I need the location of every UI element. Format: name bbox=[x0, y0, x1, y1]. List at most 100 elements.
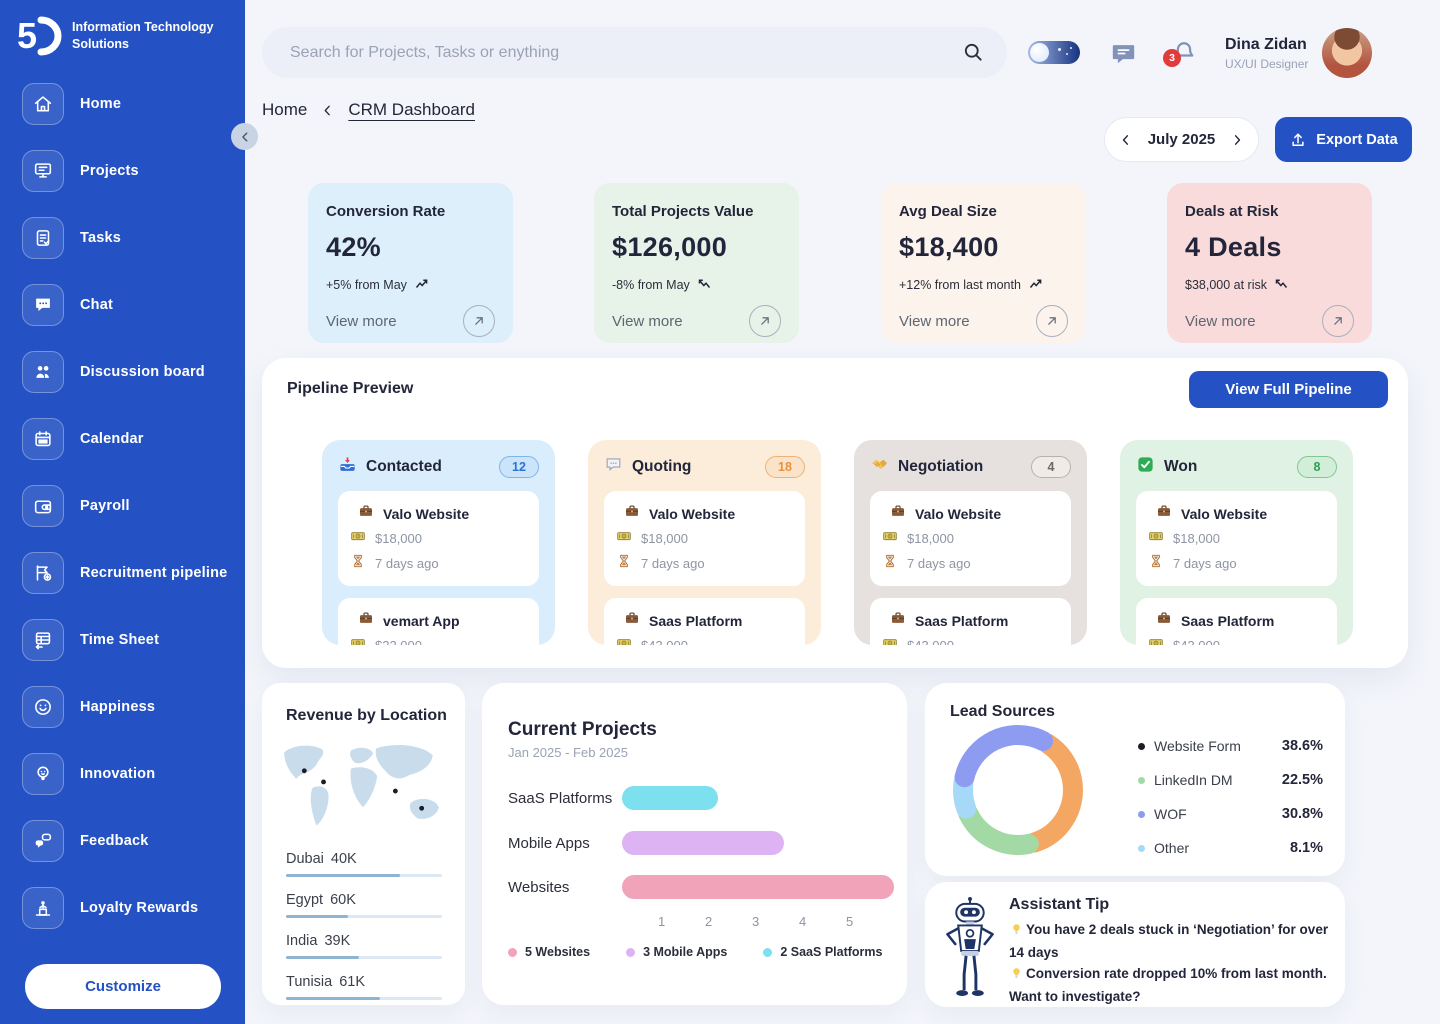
period-label: July 2025 bbox=[1147, 131, 1216, 148]
sidebar-item-label: Feedback bbox=[80, 833, 149, 849]
calendar-icon bbox=[22, 418, 64, 460]
deal-card-valo-website[interactable]: Valo Website $18,000 7 days ago bbox=[1136, 491, 1337, 586]
location-name: Dubai bbox=[286, 851, 324, 867]
user-name: Dina Zidan bbox=[1225, 36, 1307, 53]
deal-card-valo-website[interactable]: Valo Website $18,000 7 days ago bbox=[604, 491, 805, 586]
deal-age: 7 days ago bbox=[907, 556, 971, 571]
deal-card-vemart-app[interactable]: vemart App $22,000 bbox=[338, 598, 539, 645]
view-more-link[interactable]: View more bbox=[1185, 312, 1256, 330]
sidebar-item-innovation[interactable]: Innovation bbox=[0, 753, 245, 795]
notifications-bell-icon[interactable]: 3 bbox=[1163, 38, 1198, 71]
location-value: 40K bbox=[330, 851, 357, 867]
brand-logo-icon: 5 bbox=[16, 14, 62, 58]
deal-value: $43,000 bbox=[907, 638, 954, 645]
deal-card-valo-website[interactable]: Valo Website $18,000 7 days ago bbox=[870, 491, 1071, 586]
sidebar-collapse-button[interactable] bbox=[231, 123, 258, 150]
banknote-icon bbox=[1148, 528, 1164, 549]
legend-dot bbox=[1138, 776, 1145, 784]
lead-source-value: 38.6% bbox=[1281, 738, 1323, 754]
sidebar-item-recruitment-pipeline[interactable]: Recruitment pipeline bbox=[0, 552, 245, 594]
bulb-icon bbox=[1009, 922, 1024, 943]
stat-value: $18,400 bbox=[899, 232, 999, 262]
stat-delta-text: -8% from May bbox=[612, 278, 690, 292]
sidebar-item-label: Home bbox=[80, 96, 122, 112]
project-category-label: Mobile Apps bbox=[508, 834, 590, 852]
sidebar-item-discussion-board[interactable]: Discussion board bbox=[0, 351, 245, 393]
period-selector: July 2025 bbox=[1104, 117, 1259, 162]
export-data-button[interactable]: Export Data bbox=[1275, 117, 1412, 162]
assistant-tip-line: You have 2 deals stuck in ‘Negotiation’ … bbox=[1009, 920, 1331, 964]
arrow-ne-icon[interactable] bbox=[1036, 305, 1068, 337]
sidebar-item-loyalty-rewards[interactable]: Loyalty Rewards bbox=[0, 887, 245, 929]
sidebar-item-time-sheet[interactable]: Time Sheet bbox=[0, 619, 245, 661]
notification-badge: 3 bbox=[1163, 49, 1181, 67]
dark-mode-toggle[interactable] bbox=[1028, 41, 1080, 64]
lead-source-label: Other bbox=[1154, 840, 1190, 856]
lead-source-label: LinkedIn DM bbox=[1154, 772, 1233, 788]
deal-age: 7 days ago bbox=[1173, 556, 1237, 571]
view-full-pipeline-button[interactable]: View Full Pipeline bbox=[1189, 371, 1388, 408]
revenue-bar-fill bbox=[286, 874, 400, 877]
sidebar-item-chat[interactable]: Chat bbox=[0, 284, 245, 326]
sidebar-item-happiness[interactable]: Happiness bbox=[0, 686, 245, 728]
stage-name: Contacted bbox=[366, 458, 442, 475]
sidebar-item-label: Tasks bbox=[80, 230, 122, 246]
deal-card-saas-platform[interactable]: Saas Platform $43,000 bbox=[1136, 598, 1337, 645]
deal-card-saas-platform[interactable]: Saas Platform $43,000 bbox=[870, 598, 1071, 645]
previous-month-button[interactable] bbox=[1119, 133, 1133, 147]
stat-card-deals-at-risk: Deals at Risk 4 Deals $38,000 at risk View … bbox=[1167, 183, 1372, 343]
revenue-title: Revenue by Location bbox=[286, 707, 447, 724]
deal-card-saas-platform[interactable]: Saas Platform $43,000 bbox=[604, 598, 805, 645]
sidebar-item-payroll[interactable]: Payroll bbox=[0, 485, 245, 527]
deal-name: Saas Platform bbox=[649, 612, 743, 629]
sidebar-item-tasks[interactable]: Tasks bbox=[0, 217, 245, 259]
discussion-icon bbox=[22, 351, 64, 393]
arrow-ne-icon[interactable] bbox=[1322, 305, 1354, 337]
deal-name: Saas Platform bbox=[915, 612, 1009, 629]
breadcrumb-home[interactable]: Home bbox=[262, 100, 308, 119]
arrow-ne-icon[interactable] bbox=[463, 305, 495, 337]
search-input[interactable] bbox=[262, 27, 1007, 78]
view-more-link[interactable]: View more bbox=[326, 312, 397, 330]
next-month-button[interactable] bbox=[1230, 133, 1244, 147]
stat-delta: +12% from last month bbox=[899, 276, 1068, 294]
sidebar-item-label: Payroll bbox=[80, 498, 130, 514]
stage-name: Negotiation bbox=[898, 458, 984, 475]
feedback-icon bbox=[22, 820, 64, 862]
trend-down-icon bbox=[1274, 276, 1289, 294]
sidebar-item-calendar[interactable]: Calendar bbox=[0, 418, 245, 460]
view-more-link[interactable]: View more bbox=[612, 312, 683, 330]
assistant-tip-line: Conversion rate dropped 10% from last mo… bbox=[1009, 964, 1331, 1008]
stat-delta: +5% from May bbox=[326, 276, 495, 294]
banknote-icon bbox=[616, 635, 632, 645]
revenue-bar-track bbox=[286, 956, 442, 959]
sidebar-item-projects[interactable]: Projects bbox=[0, 150, 245, 192]
briefcase-icon bbox=[624, 503, 640, 524]
search-icon[interactable] bbox=[962, 41, 985, 69]
legend-label: 3 Mobile Apps bbox=[643, 945, 728, 959]
stage-count-badge: 12 bbox=[499, 456, 539, 478]
lead-source-value: 30.8% bbox=[1281, 806, 1323, 822]
messages-icon[interactable] bbox=[1110, 40, 1137, 72]
stat-delta-text: +5% from May bbox=[326, 278, 407, 292]
avatar[interactable] bbox=[1322, 28, 1372, 78]
deal-value: $22,000 bbox=[375, 638, 422, 645]
tasks-icon bbox=[22, 217, 64, 259]
arrow-ne-icon[interactable] bbox=[749, 305, 781, 337]
view-more-link[interactable]: View more bbox=[899, 312, 970, 330]
loyalty-icon bbox=[22, 887, 64, 929]
stage-count-badge: 4 bbox=[1031, 456, 1071, 478]
revenue-bar-fill bbox=[286, 956, 360, 959]
revenue-bar-track bbox=[286, 915, 442, 918]
customize-button[interactable]: Customize bbox=[25, 964, 221, 1009]
chevron-left-icon bbox=[324, 105, 331, 115]
sidebar: 5 Information Technology Solutions Home Pr… bbox=[0, 0, 245, 1024]
lead-source-row-wof: WOF 30.8% bbox=[1138, 797, 1323, 831]
sidebar-item-label: Happiness bbox=[80, 699, 156, 715]
deal-card-valo-website[interactable]: Valo Website $18,000 7 days ago bbox=[338, 491, 539, 586]
robot-illustration bbox=[939, 896, 1001, 998]
project-category-label: Websites bbox=[508, 878, 570, 896]
breadcrumb-current[interactable]: CRM Dashboard bbox=[348, 100, 475, 119]
sidebar-item-home[interactable]: Home bbox=[0, 83, 245, 125]
sidebar-item-feedback[interactable]: Feedback bbox=[0, 820, 245, 862]
